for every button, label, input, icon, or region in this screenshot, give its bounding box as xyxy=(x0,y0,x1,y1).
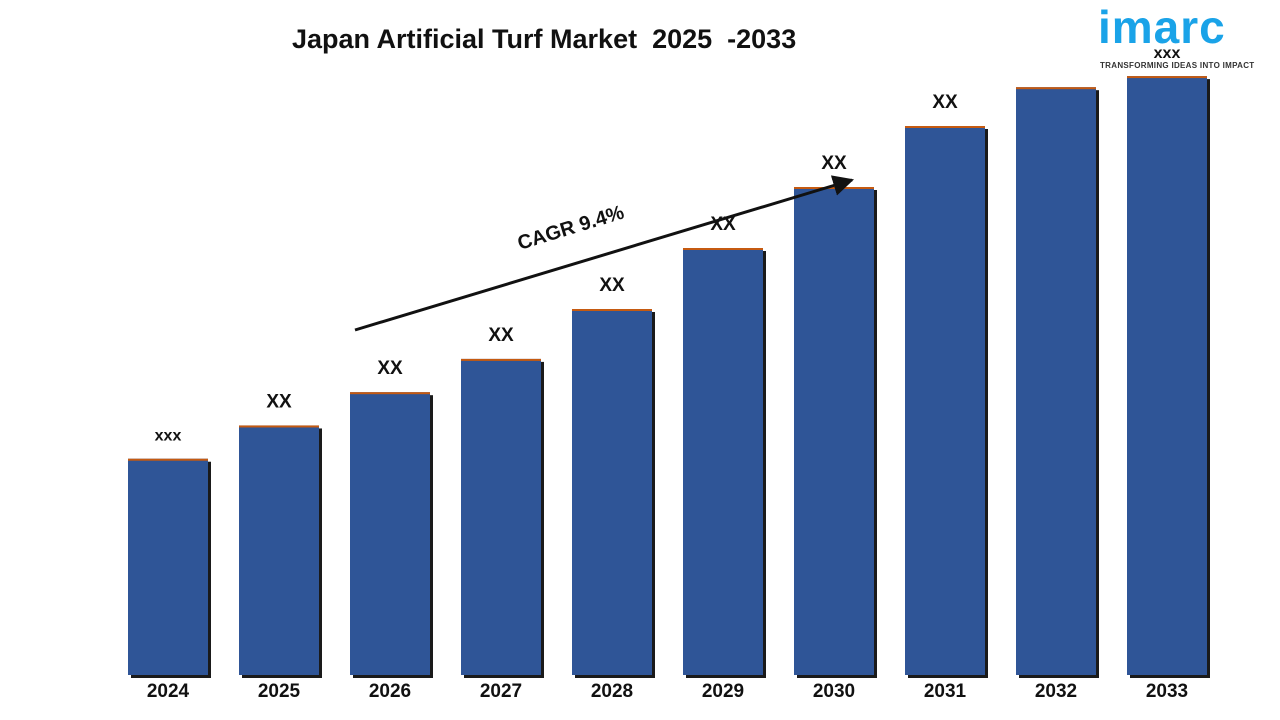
data-label: xxx xyxy=(155,428,182,445)
data-label: XX xyxy=(710,214,736,235)
data-label: XX xyxy=(599,275,625,296)
x-tick-label: 2032 xyxy=(1035,681,1077,702)
x-tick-label: 2024 xyxy=(147,681,190,702)
bar-2029 xyxy=(683,248,763,675)
bars-group: xxx 2024 XX 2025 XX 2026 XX 2027 XX 2028 XX 2029 XX 2… xyxy=(128,45,1210,702)
bar-top-edge xyxy=(239,425,319,428)
logo-tagline: TRANSFORMING IDEAS INTO IMPACT xyxy=(1100,61,1255,70)
data-label: xxx xyxy=(1154,45,1181,62)
x-tick-label: 2033 xyxy=(1146,681,1188,702)
x-tick-label: 2031 xyxy=(924,681,967,702)
bar-2027 xyxy=(461,358,541,675)
data-label: XX xyxy=(377,358,403,379)
data-label: XX xyxy=(821,153,847,174)
cagr-arrow xyxy=(354,175,855,332)
x-tick-label: 2030 xyxy=(813,681,855,702)
data-label: XX xyxy=(266,391,292,412)
x-tick-label: 2028 xyxy=(591,681,633,702)
cagr-label: CAGR 9.4% xyxy=(515,202,627,255)
bar-top-edge xyxy=(1016,87,1096,90)
bar-top-edge xyxy=(572,309,652,311)
chart-title: Japan Artificial Turf Market 2025 -2033 xyxy=(292,24,797,54)
bar-2024 xyxy=(128,458,208,675)
bar-2032 xyxy=(1016,87,1096,675)
data-label: XX xyxy=(488,325,514,346)
bar-2031 xyxy=(905,126,985,675)
x-tick-label: 2027 xyxy=(480,681,522,702)
bar-2030 xyxy=(794,187,874,675)
imarc-logo: imarc TRANSFORMING IDEAS INTO IMPACT xyxy=(1098,4,1258,74)
bar-2025 xyxy=(239,425,319,675)
x-tick-label: 2026 xyxy=(369,681,411,702)
logo-wordmark: imarc xyxy=(1098,1,1226,53)
bar-top-edge xyxy=(683,248,763,250)
bar-top-edge xyxy=(461,358,541,361)
x-tick-label: 2029 xyxy=(702,681,744,702)
cagr-annotation: CAGR 9.4% xyxy=(354,175,855,332)
bar-top-edge xyxy=(905,126,985,128)
bar-2026 xyxy=(350,392,430,675)
bar-2028 xyxy=(572,309,652,675)
data-label: XX xyxy=(932,92,958,113)
bar-2033 xyxy=(1127,76,1207,675)
bar-top-edge xyxy=(128,458,208,461)
bar-top-edge xyxy=(794,187,874,189)
x-tick-label: 2025 xyxy=(258,681,301,702)
bar-top-edge xyxy=(1127,76,1207,79)
bar-top-edge xyxy=(350,392,430,395)
